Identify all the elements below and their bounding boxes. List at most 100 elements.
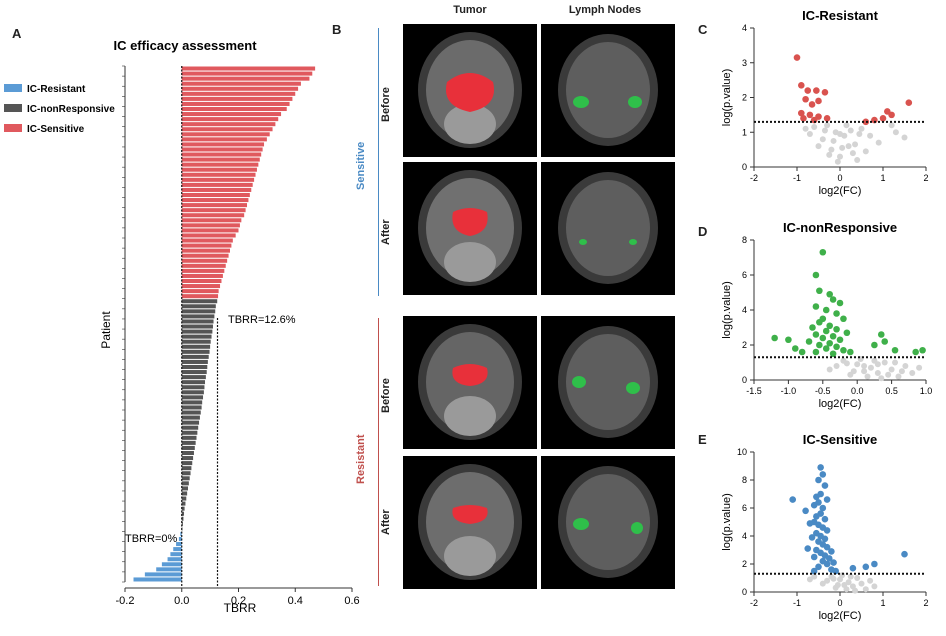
x-tick-label: 0 — [837, 173, 842, 183]
volcano-point-sig — [888, 111, 895, 119]
patient-bar — [176, 542, 182, 547]
volcano-point-nonsig — [833, 363, 840, 369]
patient-bar — [181, 364, 208, 370]
volcano-point-nonsig — [867, 577, 874, 584]
patient-bar — [181, 511, 185, 516]
volcano-point-sig — [877, 331, 885, 338]
patient-bar — [181, 198, 249, 203]
patient-bar — [181, 400, 203, 405]
volcano-point-sig — [829, 350, 837, 358]
volcano-point-sig — [823, 115, 831, 122]
patient-bar — [181, 76, 310, 81]
x-axis-label: log2(FC) — [819, 398, 862, 410]
y-axis-label: Patient — [99, 311, 113, 349]
patient-bar — [181, 324, 213, 329]
row-label-after-1: After — [380, 219, 392, 245]
volcano-point-sig — [862, 563, 870, 571]
legend-label: IC-Resistant — [27, 84, 86, 95]
volcano-point-sig — [816, 287, 823, 295]
row-label-before-2: Before — [380, 378, 392, 413]
patient-bar — [181, 319, 214, 324]
volcano-point-nonsig — [852, 587, 859, 594]
col-header-tumor: Tumor — [453, 4, 487, 16]
group-label-resistant: Resistant — [355, 434, 367, 484]
volcano-point-nonsig — [821, 127, 828, 134]
volcano-point-sig — [802, 507, 809, 515]
volcano-point-nonsig — [837, 130, 843, 137]
volcano-point-sig — [813, 87, 820, 94]
volcano-point-nonsig — [862, 148, 869, 155]
volcano-point-nonsig — [830, 575, 837, 582]
x-tick-label: 0.4 — [288, 595, 303, 607]
volcano-point-sig — [833, 343, 840, 351]
volcano-point-sig — [836, 299, 844, 307]
patient-bar — [181, 284, 221, 289]
x-tick-label: 0.0 — [174, 595, 189, 607]
patient-bar — [181, 385, 205, 390]
volcano-point-sig — [800, 115, 807, 122]
volcano-point-nonsig — [854, 361, 861, 368]
patient-bar — [181, 380, 206, 385]
volcano-point-sig — [847, 348, 854, 356]
y-tick-label: 3 — [742, 58, 747, 68]
volcano-point-nonsig — [815, 143, 822, 150]
x-tick-label: -1 — [793, 173, 801, 183]
volcano-point-nonsig — [874, 370, 881, 376]
patient-bar — [181, 304, 216, 309]
volcano-point-nonsig — [824, 122, 831, 129]
patient-bar — [181, 314, 215, 319]
mri-lymph-resistant-before — [541, 316, 675, 449]
volcano-point-nonsig — [881, 359, 888, 366]
y-tick-label: 1 — [742, 127, 747, 137]
volcano-point-nonsig — [861, 363, 868, 369]
volcano-point-sig — [815, 97, 822, 105]
volcano-point-sig — [819, 248, 827, 256]
patient-bar — [181, 294, 219, 299]
volcano-point-sig — [806, 111, 814, 119]
patient-bar — [181, 329, 213, 334]
volcano-point-nonsig — [901, 134, 908, 141]
volcano-ic-sensitive: IC-Sensitive -2 -1 0 1 2 0 2 4 6 8 10 log2(FC) log(p.… — [721, 432, 929, 622]
patient-bar — [181, 430, 198, 435]
volcano-point-sig — [871, 560, 878, 568]
patient-bar — [167, 557, 182, 562]
patient-bar — [181, 228, 239, 233]
patient-bar — [181, 354, 209, 359]
patient-bar — [181, 375, 206, 380]
volcano-point-nonsig — [806, 130, 813, 137]
mri-tumor-resistant-before — [403, 316, 537, 449]
volcano-point-sig — [843, 329, 851, 337]
patient-bar — [181, 223, 240, 228]
patient-bar — [181, 238, 233, 243]
y-tick-label: 10 — [737, 447, 747, 457]
volcano-point-sig — [812, 303, 820, 310]
x-tick-label: 2 — [923, 598, 928, 608]
patient-bar — [181, 440, 196, 445]
volcano-point-nonsig — [892, 129, 899, 136]
volcano-point-nonsig — [824, 577, 831, 584]
volcano-point-sig — [808, 534, 816, 541]
volcano-point-sig — [812, 331, 820, 338]
patient-bar — [180, 531, 182, 536]
x-tick-label: 0 — [837, 598, 842, 608]
volcano-point-sig — [806, 520, 814, 527]
volcano-point-sig — [802, 95, 809, 103]
patient-bar — [181, 395, 204, 400]
legend-label: IC-Sensitive — [27, 124, 85, 135]
volcano-point-nonsig — [888, 366, 895, 373]
volcano-point-sig — [823, 543, 831, 551]
annotation-tbrr-0: TBRR=0% — [125, 533, 177, 545]
volcano-point-nonsig — [898, 368, 905, 375]
patient-bar — [181, 344, 211, 349]
patient-bar — [181, 289, 219, 294]
volcano-title: IC-Sensitive — [803, 432, 877, 447]
volcano-point-nonsig — [850, 368, 857, 375]
legend-label: IC-nonResponsive — [27, 104, 115, 115]
x-tick-label: -2 — [750, 173, 758, 183]
volcano-point-nonsig — [830, 137, 837, 144]
volcano-point-sig — [826, 290, 833, 298]
volcano-point-sig — [826, 322, 833, 330]
volcano-point-sig — [829, 296, 837, 303]
volcano-point-nonsig — [902, 363, 909, 369]
volcano-point-nonsig — [888, 122, 895, 129]
